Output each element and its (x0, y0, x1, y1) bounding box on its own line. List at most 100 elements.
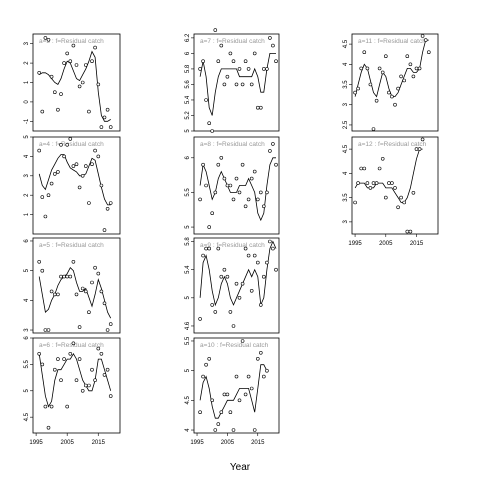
data-point (261, 204, 266, 209)
data-point (207, 246, 211, 251)
data-point (216, 162, 221, 167)
data-point (210, 398, 214, 403)
series-line (38, 267, 112, 319)
panel-frame (193, 237, 280, 334)
data-point (268, 36, 272, 40)
y-tick-label: 1 (24, 212, 30, 216)
data-point (387, 181, 391, 185)
data-point (37, 259, 42, 264)
data-point (87, 109, 91, 114)
panel-frame (351, 33, 439, 132)
data-point (201, 253, 205, 258)
data-point (65, 51, 69, 56)
data-point (231, 197, 236, 202)
data-point (252, 428, 257, 432)
panel: a=10 : f=Residual catch 4 4.5 5 5.5 1995 2005 2… (185, 336, 280, 446)
y-tick-label: 5 (24, 388, 30, 392)
data-point (56, 107, 60, 112)
y-tick-label: 2 (24, 61, 30, 65)
data-point (108, 322, 113, 326)
data-point (423, 38, 428, 42)
data-point (108, 201, 113, 205)
x-tick-label: 2005 (379, 241, 393, 247)
y-tick-label: 5.5 (185, 336, 191, 345)
y-tick-label: 4 (24, 298, 30, 302)
data-point (71, 43, 76, 48)
data-point (417, 147, 422, 151)
data-point (87, 310, 91, 315)
data-point (90, 59, 94, 64)
data-point (261, 374, 266, 379)
data-point (374, 181, 379, 185)
series-line (199, 240, 277, 307)
data-point (71, 259, 76, 264)
panel-label: a=5 : f=Residual catch (39, 242, 104, 249)
data-point (49, 181, 54, 186)
panel-frame (193, 33, 280, 132)
data-point (62, 357, 66, 361)
data-point (40, 362, 45, 367)
y-tick-label: 3.5 (343, 80, 349, 89)
data-point (204, 246, 208, 251)
data-point (74, 292, 79, 297)
data-point (228, 183, 233, 188)
data-point (49, 404, 54, 409)
data-point (271, 142, 275, 146)
data-point (231, 428, 236, 432)
x-tick-label: 1995 (190, 440, 204, 446)
data-point (258, 105, 263, 110)
data-point (271, 246, 275, 251)
data-point (255, 197, 260, 202)
data-point (108, 394, 113, 398)
series-line (199, 157, 276, 222)
data-point (80, 286, 85, 291)
data-point (371, 127, 376, 131)
data-point (105, 328, 110, 332)
data-point (87, 383, 91, 388)
data-point (210, 211, 214, 215)
y-tick-label: 3 (24, 328, 30, 332)
data-point (249, 288, 254, 293)
y-tick-label: 4 (343, 171, 349, 175)
data-point (43, 36, 48, 40)
data-point (96, 346, 101, 351)
y-tick-label: 4.5 (343, 39, 349, 48)
data-point (216, 422, 221, 426)
data-point (90, 367, 94, 372)
y-tick-label: 4.5 (24, 412, 30, 421)
data-point (216, 246, 221, 251)
data-point (219, 43, 224, 48)
data-point (56, 357, 60, 361)
data-point (271, 43, 275, 48)
data-point (59, 143, 63, 147)
y-tick-label: 0 (24, 100, 30, 104)
y-tick-label: 5 (185, 368, 191, 372)
data-point (198, 317, 202, 321)
data-point (96, 82, 101, 87)
data-point (105, 107, 110, 112)
series-line (199, 364, 268, 419)
data-point (96, 271, 101, 276)
data-point (93, 45, 97, 50)
data-point (377, 166, 382, 171)
data-point (390, 181, 394, 185)
data-point (225, 274, 230, 279)
data-point (210, 303, 214, 307)
data-point (234, 82, 239, 87)
data-point (365, 66, 370, 71)
data-point (356, 86, 360, 91)
data-point (74, 63, 79, 67)
data-point (52, 172, 57, 176)
panel-frame (351, 136, 439, 235)
data-point (268, 149, 272, 153)
data-point (222, 267, 227, 272)
data-point (80, 80, 85, 85)
y-tick-label: 6 (185, 51, 191, 55)
data-point (243, 59, 248, 64)
data-point (46, 37, 51, 42)
data-point (228, 51, 233, 56)
x-axis-title: Year (230, 462, 251, 473)
data-point (219, 156, 224, 160)
data-point (46, 328, 51, 332)
